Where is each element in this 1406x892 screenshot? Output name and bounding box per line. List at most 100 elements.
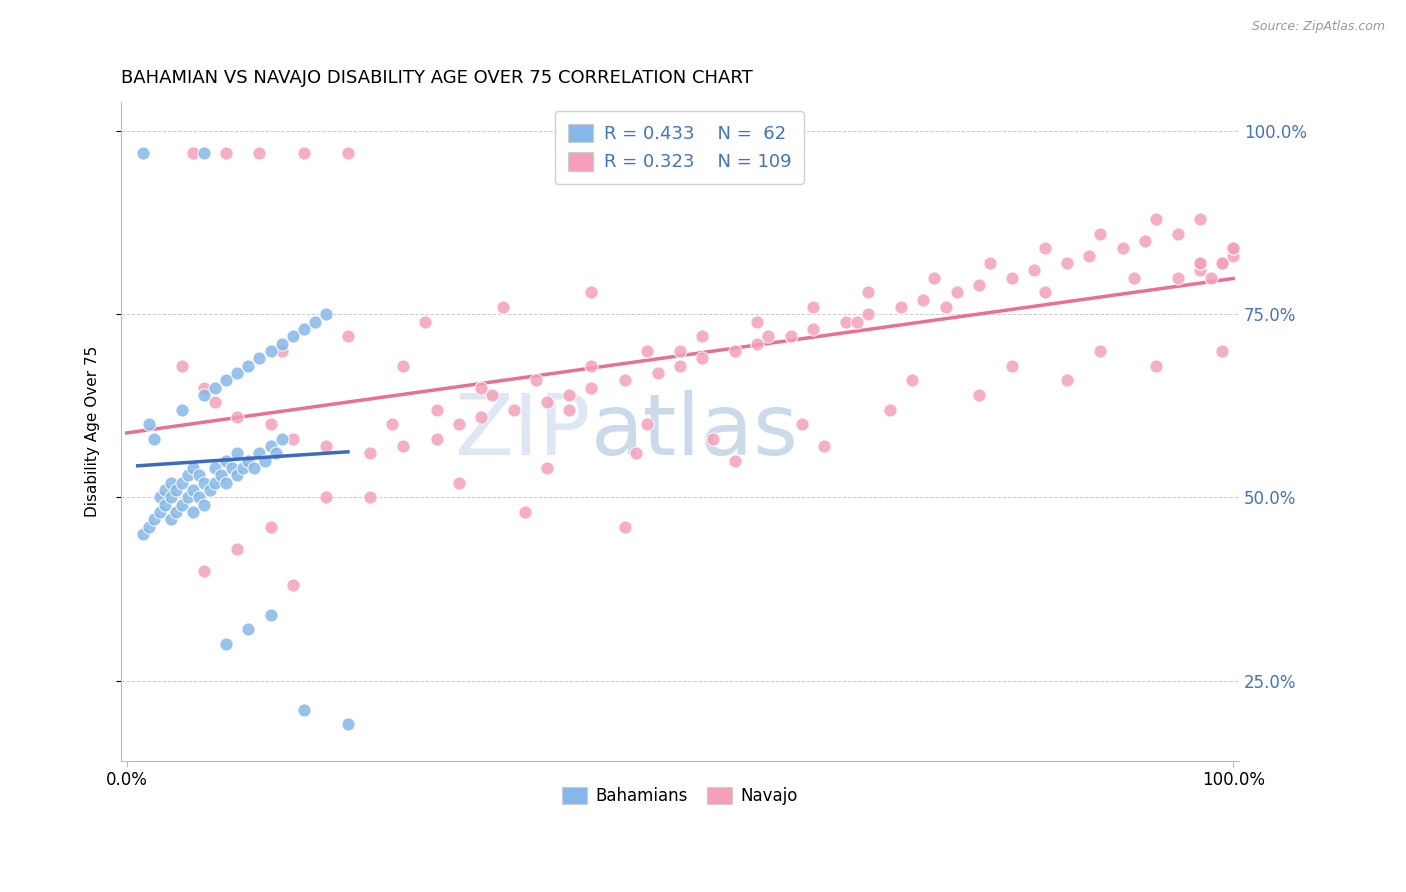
Point: [503, 402, 526, 417]
Point: [724, 343, 747, 358]
Point: [1222, 242, 1244, 256]
Point: [513, 505, 536, 519]
Point: [170, 402, 193, 417]
Point: [264, 446, 287, 460]
Text: atlas: atlas: [591, 390, 799, 473]
Point: [536, 461, 558, 475]
Point: [1144, 212, 1167, 227]
Point: [702, 432, 724, 446]
Point: [249, 446, 271, 460]
Point: [193, 381, 215, 395]
Point: [470, 409, 492, 424]
Point: [581, 359, 603, 373]
Point: [1222, 249, 1244, 263]
Point: [160, 512, 183, 526]
Point: [193, 498, 215, 512]
Point: [238, 454, 260, 468]
Text: ZIP: ZIP: [454, 390, 591, 473]
Point: [155, 498, 177, 512]
Point: [779, 329, 801, 343]
Point: [790, 417, 813, 432]
Point: [1022, 263, 1045, 277]
Point: [170, 359, 193, 373]
Point: [176, 491, 198, 505]
Point: [1133, 234, 1156, 248]
Point: [758, 329, 780, 343]
Point: [1144, 359, 1167, 373]
Point: [524, 373, 547, 387]
Point: [226, 468, 249, 483]
Point: [160, 491, 183, 505]
Point: [193, 146, 215, 161]
Point: [181, 505, 204, 519]
Point: [155, 483, 177, 497]
Point: [176, 468, 198, 483]
Point: [149, 491, 172, 505]
Point: [193, 564, 215, 578]
Point: [166, 483, 188, 497]
Y-axis label: Disability Age Over 75: Disability Age Over 75: [86, 346, 100, 517]
Point: [209, 468, 232, 483]
Point: [890, 300, 912, 314]
Point: [187, 468, 209, 483]
Point: [1033, 285, 1056, 300]
Point: [1222, 242, 1244, 256]
Point: [132, 527, 155, 541]
Point: [138, 417, 160, 432]
Point: [558, 402, 581, 417]
Point: [724, 454, 747, 468]
Point: [801, 300, 824, 314]
Point: [259, 607, 281, 622]
Point: [259, 439, 281, 453]
Point: [270, 343, 292, 358]
Point: [1211, 256, 1233, 270]
Point: [669, 343, 692, 358]
Point: [1189, 263, 1212, 277]
Point: [270, 336, 292, 351]
Point: [166, 505, 188, 519]
Point: [690, 329, 713, 343]
Point: [747, 315, 769, 329]
Point: [238, 622, 260, 636]
Point: [193, 475, 215, 490]
Point: [447, 417, 470, 432]
Point: [226, 446, 249, 460]
Point: [392, 359, 415, 373]
Point: [304, 315, 326, 329]
Point: [226, 541, 249, 556]
Point: [226, 366, 249, 380]
Point: [979, 256, 1001, 270]
Point: [581, 285, 603, 300]
Point: [204, 475, 226, 490]
Point: [846, 315, 869, 329]
Point: [149, 505, 172, 519]
Point: [1122, 270, 1144, 285]
Point: [581, 381, 603, 395]
Point: [1090, 227, 1112, 241]
Point: [1033, 242, 1056, 256]
Point: [281, 578, 304, 592]
Point: [138, 520, 160, 534]
Point: [813, 439, 835, 453]
Point: [1056, 373, 1078, 387]
Point: [613, 373, 636, 387]
Point: [226, 409, 249, 424]
Point: [1199, 270, 1222, 285]
Point: [292, 703, 315, 717]
Point: [215, 454, 238, 468]
Point: [336, 146, 359, 161]
Point: [315, 307, 337, 321]
Point: [181, 461, 204, 475]
Point: [425, 432, 447, 446]
Point: [1078, 249, 1101, 263]
Point: [835, 315, 858, 329]
Point: [1167, 227, 1189, 241]
Point: [215, 373, 238, 387]
Point: [132, 146, 155, 161]
Point: [170, 475, 193, 490]
Point: [238, 359, 260, 373]
Point: [249, 351, 271, 366]
Point: [492, 300, 515, 314]
Point: [315, 439, 337, 453]
Point: [336, 717, 359, 731]
